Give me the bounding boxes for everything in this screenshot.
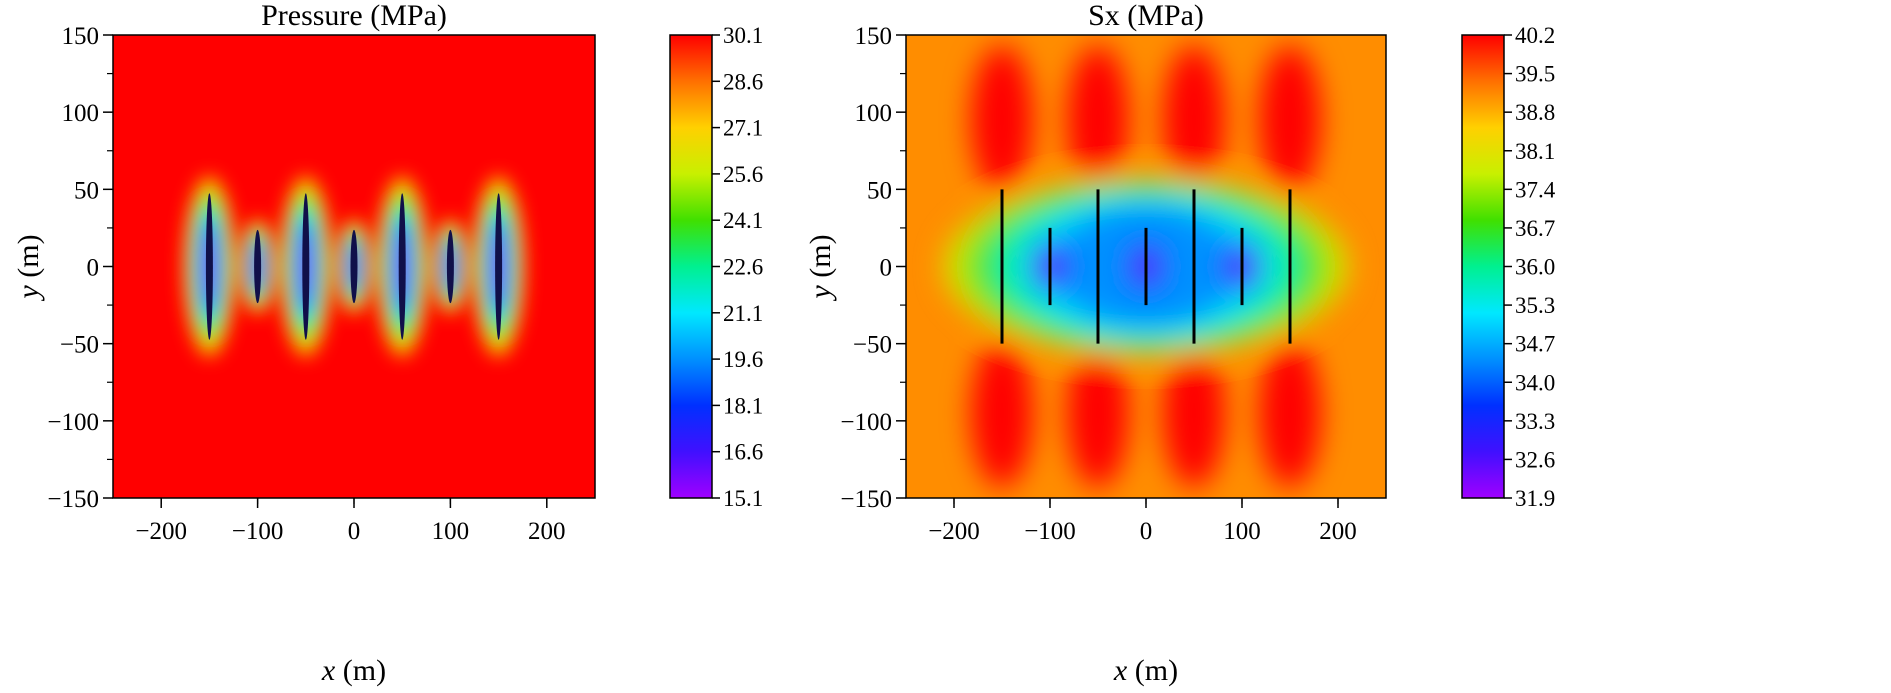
y-tick-label: 0 [87, 255, 100, 282]
sx-tip-lobe [1067, 339, 1129, 488]
y-tick-label: 150 [855, 23, 893, 50]
colorbar-tick-label: 28.6 [723, 69, 763, 94]
colorbar-tick-label: 21.1 [723, 301, 763, 326]
y-tick-label: −50 [60, 332, 99, 359]
x-tick-label: 200 [1319, 518, 1357, 545]
pressure-field [113, 35, 595, 498]
colorbar-tick-label: 34.0 [1515, 370, 1555, 395]
colorbar-tick-label: 22.6 [723, 255, 763, 280]
x-tick-label: −100 [1024, 518, 1076, 545]
sx-tip-lobe [971, 339, 1033, 488]
y-tick-label: −50 [853, 332, 892, 359]
colorbar-tick-label: 15.1 [723, 486, 763, 511]
pressure-fracture-core [495, 193, 503, 340]
x-tick-label: 100 [432, 518, 470, 545]
sx-tip-lobe [1259, 45, 1321, 194]
colorbar-gradient [669, 34, 713, 499]
pressure-y-axis-label: y (m) [12, 234, 45, 301]
colorbar-tick-label: 16.6 [723, 440, 763, 465]
x-tick-label: −200 [928, 518, 980, 545]
colorbar-tick-label: 18.1 [723, 393, 763, 418]
colorbar-tick-label: 27.1 [723, 116, 763, 141]
sx-panel: −200 −100 0 100 200 150 100 50 0 −50 −100 −150 Sx (M… [804, 0, 1556, 687]
colorbar-tick-label: 40.2 [1515, 23, 1555, 48]
y-tick-label: 0 [880, 255, 893, 282]
x-tick-label: 0 [348, 518, 361, 545]
colorbar-tick-label: 19.6 [723, 347, 763, 372]
sx-title: Sx (MPa) [1088, 0, 1204, 32]
y-tick-label: 100 [855, 100, 893, 127]
colorbar-tick-label: 32.6 [1515, 447, 1555, 472]
colorbar-tick-label: 30.1 [723, 23, 763, 48]
y-tick-label: 50 [867, 177, 892, 204]
sx-tip-lobe [971, 45, 1033, 194]
y-tick-label: 50 [74, 177, 99, 204]
colorbar-tick-label: 24.1 [723, 208, 763, 233]
pressure-fracture-core [446, 229, 454, 304]
colorbar-tick-label: 37.4 [1515, 177, 1556, 202]
colorbar-tick-label: 25.6 [723, 162, 763, 187]
x-tick-label: −200 [135, 518, 187, 545]
pressure-fracture-core [205, 193, 213, 340]
colorbar-tick-label: 35.3 [1515, 293, 1555, 318]
x-tick-label: 100 [1223, 518, 1261, 545]
colorbar-tick-label: 31.9 [1515, 486, 1555, 511]
sx-colorbar: 40.2 39.5 38.8 38.1 37.4 36.7 36.0 35.3 34.7 34.0… [1461, 23, 1556, 511]
pressure-fracture-core [350, 229, 358, 304]
sx-tip-lobe [1163, 45, 1225, 194]
pressure-x-axis-label: x (m) [321, 654, 386, 687]
y-tick-label: −150 [840, 486, 892, 513]
colorbar-tick-label: 38.1 [1515, 139, 1555, 164]
y-tick-label: −100 [840, 409, 892, 436]
pressure-colorbar: 30.1 28.6 27.1 25.6 24.1 22.6 21.1 19.6 18.1 16.6… [669, 23, 763, 511]
y-tick-label: −100 [47, 409, 99, 436]
pressure-title: Pressure (MPa) [261, 0, 447, 32]
colorbar-tick-label: 33.3 [1515, 409, 1555, 434]
pressure-fracture-core [398, 193, 406, 340]
sx-field [906, 35, 1386, 498]
sx-tip-lobe [1259, 339, 1321, 488]
colorbar-tick-label: 38.8 [1515, 100, 1555, 125]
pressure-fracture-core [254, 229, 262, 304]
y-tick-label: 100 [62, 100, 100, 127]
y-tick-label: −150 [47, 486, 99, 513]
colorbar-tick-label: 34.7 [1515, 332, 1555, 357]
pressure-panel: −200 −100 0 100 200 150 100 50 0 −50 −100 −150 Press… [12, 0, 763, 687]
colorbar-tick-label: 36.0 [1515, 255, 1555, 280]
sx-tip-lobe [1163, 339, 1225, 488]
x-tick-label: 200 [528, 518, 566, 545]
x-tick-label: 0 [1140, 518, 1153, 545]
colorbar-gradient [1461, 34, 1505, 499]
colorbar-tick-label: 39.5 [1515, 62, 1555, 87]
y-tick-label: 150 [62, 23, 100, 50]
sx-y-axis-label: y (m) [804, 234, 837, 301]
colorbar-tick-label: 36.7 [1515, 216, 1555, 241]
x-tick-label: −100 [232, 518, 284, 545]
sx-x-axis-label: x (m) [1113, 654, 1178, 687]
sx-tip-lobe [1067, 45, 1129, 194]
pressure-fracture-core [302, 193, 310, 340]
